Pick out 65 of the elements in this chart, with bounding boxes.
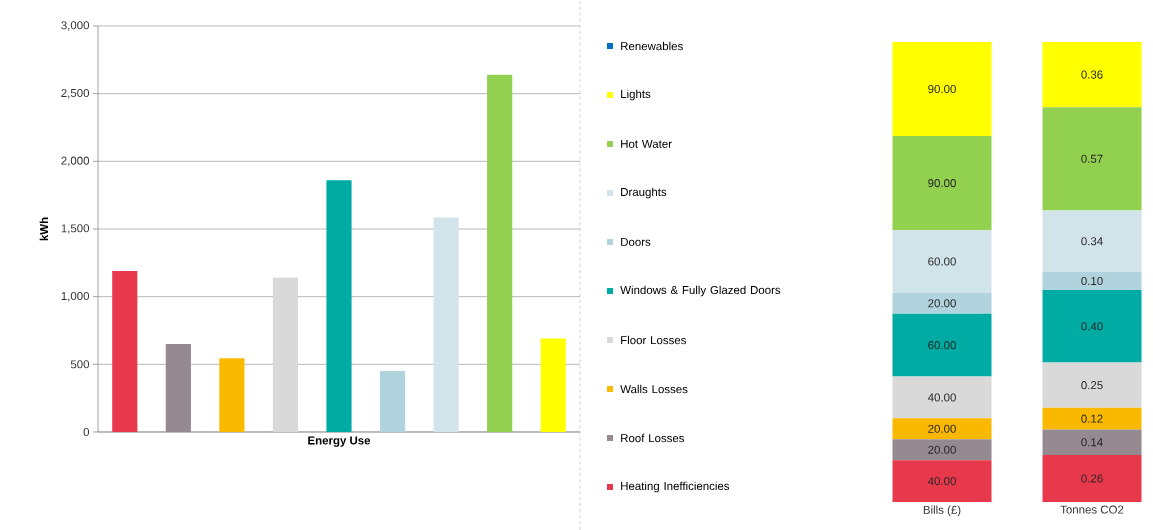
legend-label: Draughts xyxy=(621,187,667,199)
y-tick-label: 1,000 xyxy=(61,291,90,302)
bar xyxy=(1042,210,1142,272)
data-label: 60.00 xyxy=(928,257,956,266)
bar xyxy=(892,230,992,293)
y-tick-label: 1,500 xyxy=(61,224,90,234)
data-label: 0.34 xyxy=(1081,237,1103,246)
bar xyxy=(892,41,992,137)
legend-label: Lights xyxy=(621,89,651,101)
data-label: 0.10 xyxy=(1081,276,1103,286)
data-label: 40.00 xyxy=(927,393,956,402)
x-axis-title: Energy Use xyxy=(308,436,371,447)
data-label: 90.00 xyxy=(928,179,956,188)
bar xyxy=(1042,271,1142,291)
legend-label: Heating Inefficiencies xyxy=(621,481,730,493)
bar xyxy=(892,460,992,502)
bar xyxy=(1042,454,1142,502)
bar xyxy=(487,74,513,432)
y-tick-label: 500 xyxy=(70,360,90,369)
bar xyxy=(1042,41,1142,108)
y-tick-label: 3,000 xyxy=(61,21,90,31)
legend-label: Roof Losses xyxy=(621,433,685,443)
data-label: 0.36 xyxy=(1081,70,1103,79)
bar xyxy=(326,180,352,432)
y-tick-label: 2,000 xyxy=(61,156,90,167)
data-label: 60.00 xyxy=(928,341,956,350)
bar xyxy=(1042,362,1142,408)
legend-label: Doors xyxy=(621,238,651,246)
data-label: 20.00 xyxy=(928,424,956,433)
bar xyxy=(540,338,566,432)
y-tick-label: 0 xyxy=(83,427,90,437)
data-label: 20.00 xyxy=(928,445,956,454)
legend-label: Walls Losses xyxy=(620,384,688,394)
bar xyxy=(272,277,299,432)
bar xyxy=(1042,429,1142,455)
bar xyxy=(219,358,245,432)
bar xyxy=(892,418,992,440)
x-tick-label: Tonnes CO2 xyxy=(1060,505,1124,514)
data-label: 0.12 xyxy=(1081,414,1103,423)
bar xyxy=(892,313,992,377)
legend-label: Windows & Fully Glazed Doors xyxy=(620,285,781,297)
data-label: 0.57 xyxy=(1081,154,1103,163)
bar xyxy=(1042,407,1142,430)
bar xyxy=(892,292,992,314)
bar xyxy=(892,136,992,231)
data-label: 40.00 xyxy=(927,477,956,486)
bar xyxy=(892,376,992,419)
legend-label: Hot Water xyxy=(621,140,672,148)
legend-label: Floor Losses xyxy=(621,335,686,345)
data-label: 0.26 xyxy=(1081,474,1103,483)
bar xyxy=(379,371,406,432)
x-tick-label: Bills (£) xyxy=(923,505,961,517)
data-label: 20.00 xyxy=(928,299,956,308)
bar xyxy=(1042,290,1142,363)
data-label: 90.00 xyxy=(928,84,956,94)
bar xyxy=(892,439,992,461)
y-axis-title: kWh xyxy=(39,217,48,241)
data-label: 0.40 xyxy=(1081,322,1103,331)
y-tick-label: 2,500 xyxy=(61,88,90,99)
bar xyxy=(1042,107,1142,211)
bar xyxy=(433,217,459,432)
data-label: 0.25 xyxy=(1081,381,1103,390)
bar xyxy=(112,270,138,432)
legend-label: Renewables xyxy=(621,41,683,51)
data-label: 0.14 xyxy=(1081,438,1103,447)
